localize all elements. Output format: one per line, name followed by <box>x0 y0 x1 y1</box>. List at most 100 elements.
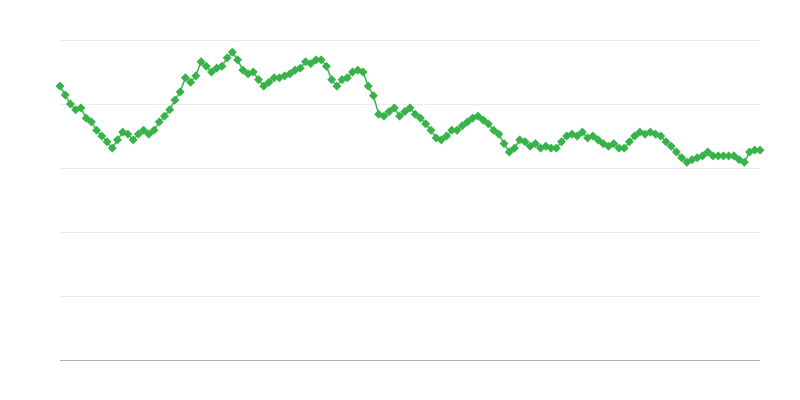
data-point <box>703 147 713 157</box>
data-point <box>729 151 739 161</box>
data-point <box>462 117 472 127</box>
data-point <box>405 103 415 113</box>
data-point <box>139 125 149 135</box>
data-point <box>400 107 410 117</box>
data-point <box>457 121 467 131</box>
data-point <box>165 105 175 115</box>
data-point <box>489 125 499 135</box>
data-point <box>614 143 624 153</box>
data-point <box>556 137 566 147</box>
data-point <box>306 59 316 69</box>
data-point <box>447 125 457 135</box>
data-point <box>128 135 138 145</box>
data-point <box>144 129 154 139</box>
data-point <box>201 61 211 71</box>
data-point <box>520 137 530 147</box>
data-point <box>666 141 676 151</box>
data-point <box>671 147 681 157</box>
data-point <box>107 143 117 153</box>
data-point <box>254 75 264 85</box>
data-point <box>410 109 420 119</box>
data-point <box>718 151 728 161</box>
data-point <box>698 151 708 161</box>
data-point <box>248 67 258 77</box>
data-point <box>180 73 190 83</box>
data-point <box>222 53 232 63</box>
data-point <box>149 125 159 135</box>
data-point <box>76 103 86 113</box>
data-point <box>332 81 342 91</box>
data-point <box>624 137 634 147</box>
data-point <box>494 129 504 139</box>
data-point <box>551 143 561 153</box>
data-point <box>175 87 185 97</box>
data-point <box>112 135 122 145</box>
data-point <box>123 129 133 139</box>
data-point <box>363 81 373 91</box>
data-point <box>269 73 279 83</box>
data-point <box>421 119 431 129</box>
data-point <box>154 117 164 127</box>
data-point <box>301 57 311 67</box>
data-point <box>755 145 765 155</box>
data-point <box>295 63 305 73</box>
data-point <box>588 131 598 141</box>
data-point <box>499 139 509 149</box>
data-point <box>546 143 556 153</box>
data-point <box>81 113 91 123</box>
data-point <box>677 153 687 163</box>
data-point <box>206 67 216 77</box>
data-point <box>65 99 75 109</box>
data-point <box>186 77 196 87</box>
data-point <box>426 125 436 135</box>
data-point <box>159 111 169 121</box>
data-point <box>473 111 483 121</box>
data-point <box>483 119 493 129</box>
data-point <box>713 151 723 161</box>
data-point <box>739 157 749 167</box>
data-point <box>259 81 269 91</box>
data-point <box>327 75 337 85</box>
data-point <box>316 55 326 65</box>
data-point <box>264 77 274 87</box>
data-point <box>368 91 378 101</box>
data-point <box>379 111 389 121</box>
data-point <box>358 67 368 77</box>
data-point <box>233 55 243 65</box>
data-point <box>170 95 180 105</box>
data-point <box>478 115 488 125</box>
series-markers <box>55 47 765 167</box>
data-point <box>60 90 70 100</box>
data-point <box>619 143 629 153</box>
data-point <box>285 69 295 79</box>
data-point <box>452 125 462 135</box>
data-point <box>86 117 96 127</box>
data-point <box>321 61 331 71</box>
data-point <box>708 151 718 161</box>
data-point <box>342 73 352 83</box>
data-point <box>227 47 237 57</box>
data-point <box>133 129 143 139</box>
data-point <box>389 103 399 113</box>
data-point <box>196 57 206 67</box>
data-point <box>97 131 107 141</box>
data-point <box>724 151 734 161</box>
data-point <box>395 111 405 121</box>
data-point <box>609 139 619 149</box>
data-point <box>750 145 760 155</box>
data-point <box>504 147 514 157</box>
data-point <box>415 113 425 123</box>
data-point <box>656 131 666 141</box>
data-point <box>191 71 201 81</box>
data-point <box>509 143 519 153</box>
data-point <box>661 137 671 147</box>
data-point <box>238 65 248 75</box>
data-point <box>530 139 540 149</box>
data-point <box>102 137 112 147</box>
data-point <box>442 131 452 141</box>
data-point <box>593 135 603 145</box>
data-point <box>436 135 446 145</box>
data-point <box>217 61 227 71</box>
data-point <box>572 131 582 141</box>
